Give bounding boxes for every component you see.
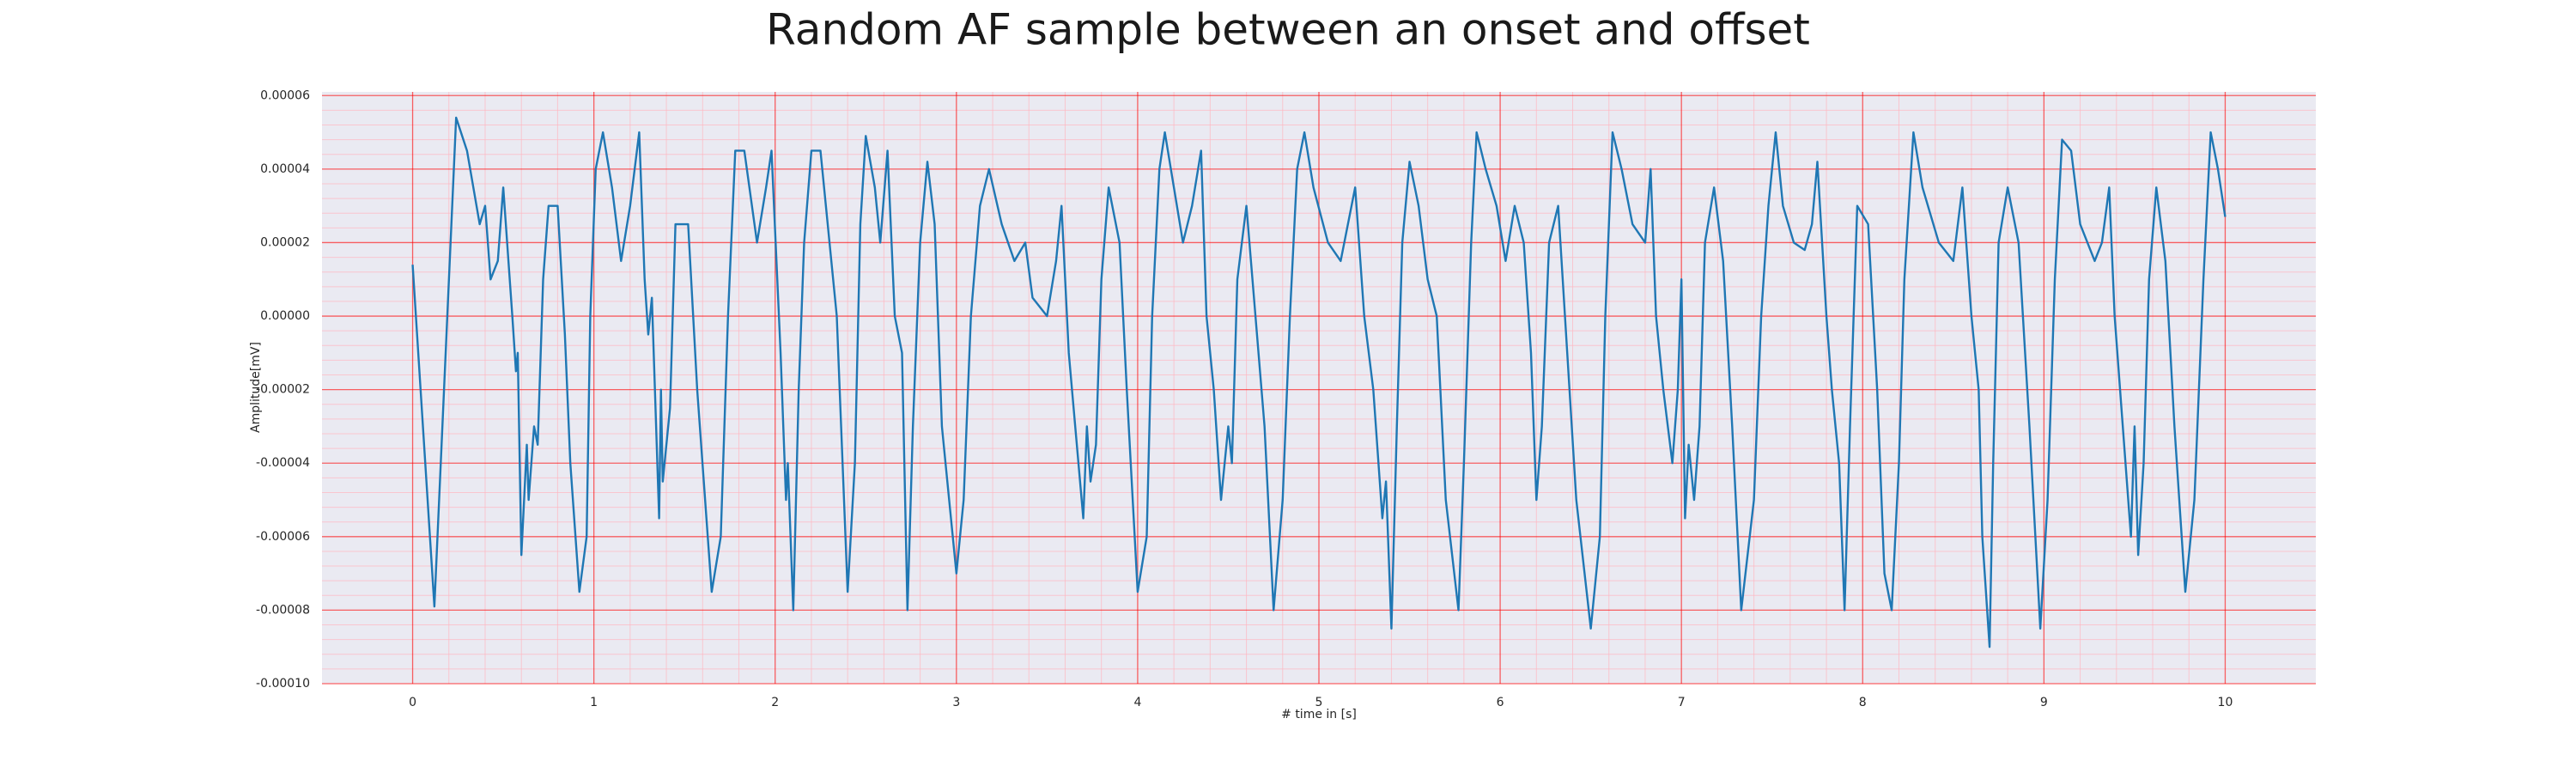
signal-line xyxy=(411,116,2227,648)
y-tick-label: 0.00000 xyxy=(260,309,310,323)
x-tick-label: 6 xyxy=(1497,696,1504,709)
y-tick-label: -0.00002 xyxy=(256,383,310,397)
y-tick-label: 0.00006 xyxy=(260,88,310,102)
y-tick-label: 0.00004 xyxy=(260,162,310,176)
y-tick-label: -0.00008 xyxy=(256,603,310,617)
x-tick-label: 5 xyxy=(1315,696,1323,709)
x-axis-label: # time in [s] xyxy=(1281,708,1357,721)
x-tick-label: 8 xyxy=(1859,696,1867,709)
x-tick-label: 10 xyxy=(2218,696,2233,709)
y-tick-label: 0.00002 xyxy=(260,235,310,249)
y-tick-label: -0.00010 xyxy=(256,677,310,691)
x-tick-label: 4 xyxy=(1133,696,1141,709)
x-tick-label: 9 xyxy=(2040,696,2048,709)
x-tick-label: 0 xyxy=(409,696,416,709)
y-tick-label: -0.00004 xyxy=(256,456,310,470)
x-tick-label: 2 xyxy=(771,696,779,709)
y-tick-label: -0.00006 xyxy=(256,530,310,544)
x-tick-label: 7 xyxy=(1678,696,1686,709)
x-tick-label: 1 xyxy=(590,696,598,709)
y-axis-label: Amplitude[mV] xyxy=(249,342,263,433)
chart-title: Random AF sample between an onset and of… xyxy=(766,5,1810,55)
x-tick-label: 3 xyxy=(952,696,960,709)
